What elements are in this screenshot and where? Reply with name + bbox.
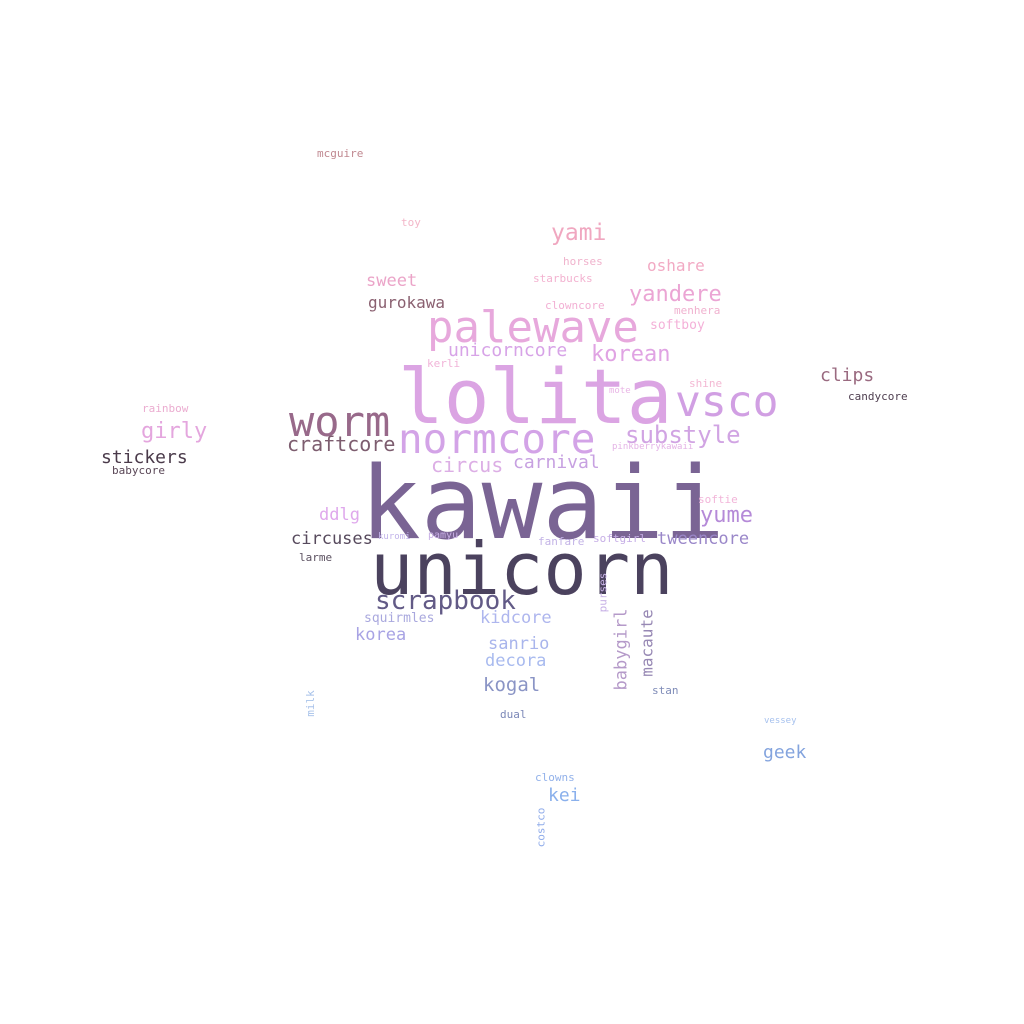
word-starbucks: starbucks [533,272,593,285]
word-kogal: kogal [483,674,541,696]
word-unicorn: unicorn [370,527,674,611]
word-scrapbook: scrapbook [375,586,516,616]
word-vsco: vsco [675,377,779,427]
word-menhera: menhera [674,304,721,317]
word-stickers: stickers [101,447,188,468]
word-oshare: oshare [647,256,705,275]
word-purses: purses [596,572,610,613]
word-yami: yami [551,220,607,246]
word-mcguire: mcguire [317,147,364,160]
word-mote: mote [609,386,631,396]
word-milk: milk [303,690,317,717]
word-kei: kei [548,785,581,806]
word-yandere: yandere [629,282,722,307]
word-sweet: sweet [366,271,418,291]
word-macaute: macaute [637,609,657,677]
word-sanrio: sanrio [488,634,550,654]
word-babycore: babycore [112,464,165,477]
word-horses: horses [563,255,603,268]
word-stan: stan [652,684,679,697]
word-palewave: palewave [427,302,639,353]
word-kidcore: kidcore [480,608,552,628]
word-gurokawa: gurokawa [368,293,446,312]
word-tweencore: tweencore [657,529,750,549]
word-softboy: softboy [650,318,705,333]
word-squirmles: squirmles [364,611,435,626]
word-korea: korea [355,625,407,645]
word-korean: korean [591,342,671,367]
word-ddlg: ddlg [319,505,360,525]
word-babygirl: babygirl [611,608,632,691]
word-decora: decora [485,651,547,671]
word-kerli: kerli [427,357,461,370]
word-kawaii: kawaii [360,444,725,562]
word-rainbow: rainbow [142,402,189,415]
word-geek: geek [763,742,807,763]
word-toy: toy [401,216,421,229]
word-costco: costco [534,807,548,848]
word-clowns: clowns [535,771,575,784]
word-substyle: substyle [625,421,741,449]
word-craftcore: craftcore [287,432,396,456]
word-yume: yume [700,503,753,528]
word-unicorncore: unicorncore [448,340,568,361]
word-clips: clips [820,365,875,386]
word-lolita: lolita [398,352,673,441]
word-carnival: carnival [513,452,600,473]
word-worm: worm [289,397,391,446]
word-clowncore: clowncore [545,299,605,312]
word-shine: shine [689,377,723,390]
word-normcore: normcore [398,415,596,463]
word-softie: softie [698,493,738,506]
word-circus: circus [431,453,504,477]
word-girly: girly [141,419,208,444]
word-pinkberrykawaii: pinkberrykawaii [612,442,694,452]
word-fanfare: fanfare [538,535,585,548]
word-circuses: circuses [291,529,373,549]
word-vessey: vessey [764,716,797,726]
word-candycore: candycore [848,390,908,403]
word-kuromi: kuromi [378,532,411,542]
word-larme: larme [299,551,333,564]
word-dual: dual [500,708,527,721]
word-softgirl: softgirl [593,532,646,545]
word-pamyu: pamyu [428,530,459,541]
